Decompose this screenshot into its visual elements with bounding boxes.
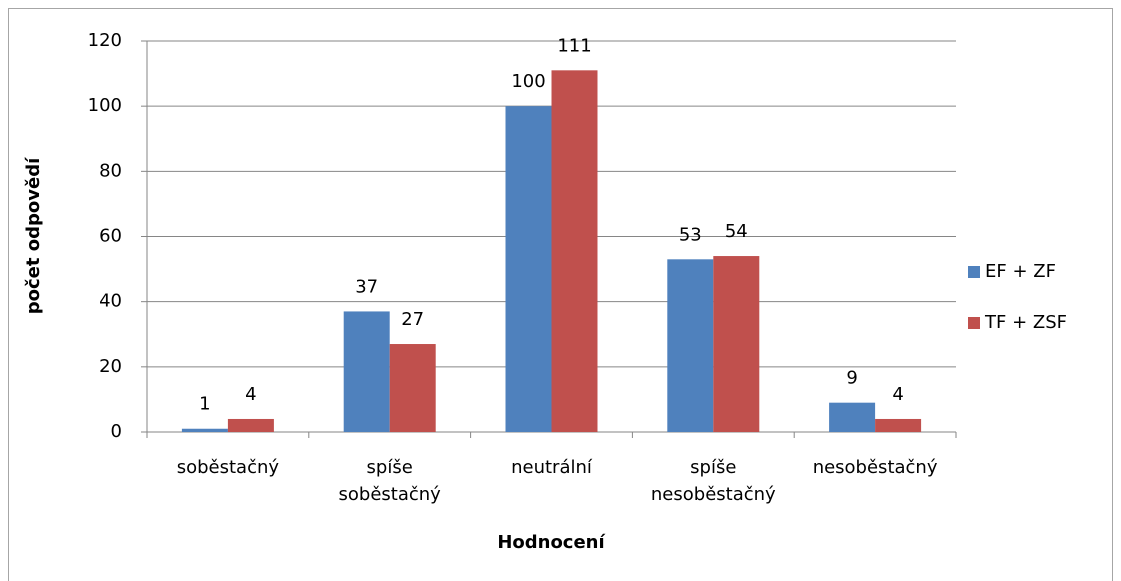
- x-tick-label: spíše nesoběstačný: [650, 457, 776, 505]
- x-tick-label: spíše soběstačný: [338, 457, 441, 505]
- y-tick-label: 100: [88, 95, 122, 116]
- y-tick-label: 20: [99, 356, 122, 377]
- value-label: 100: [511, 71, 545, 92]
- value-label: 1: [199, 394, 210, 415]
- x-axis-title: Hodnocení: [497, 532, 605, 553]
- value-label: 37: [355, 276, 378, 297]
- bar: [875, 418, 922, 432]
- y-tick-label: 40: [99, 291, 122, 312]
- bar: [505, 106, 552, 433]
- bar: [551, 70, 598, 432]
- y-tick-label: 80: [99, 160, 122, 181]
- bar: [713, 256, 760, 432]
- value-label: 4: [245, 384, 256, 405]
- value-label: 111: [557, 35, 591, 56]
- value-label: 4: [892, 384, 903, 405]
- bar: [667, 259, 714, 432]
- bar: [389, 344, 436, 432]
- bar: [181, 428, 228, 432]
- y-tick-label: 0: [111, 421, 122, 442]
- legend-label: EF + ZF: [985, 261, 1056, 282]
- x-tick-label: neutrální: [511, 457, 592, 478]
- bar: [227, 418, 274, 432]
- bar: [343, 311, 390, 432]
- value-label: 9: [846, 368, 857, 389]
- value-label: 53: [679, 224, 702, 245]
- y-tick-label: 60: [99, 226, 122, 247]
- legend-label: TF + ZSF: [984, 312, 1067, 333]
- x-tick-label: soběstačný: [176, 457, 280, 478]
- legend-swatch: [968, 317, 980, 329]
- x-tick-label: nesoběstačný: [812, 457, 938, 478]
- legend-swatch: [968, 266, 980, 278]
- y-tick-label: 120: [88, 30, 122, 51]
- value-label: 27: [401, 309, 424, 330]
- bar: [829, 402, 876, 432]
- y-axis-title: počet odpovědí: [23, 157, 44, 314]
- value-label: 54: [725, 221, 748, 242]
